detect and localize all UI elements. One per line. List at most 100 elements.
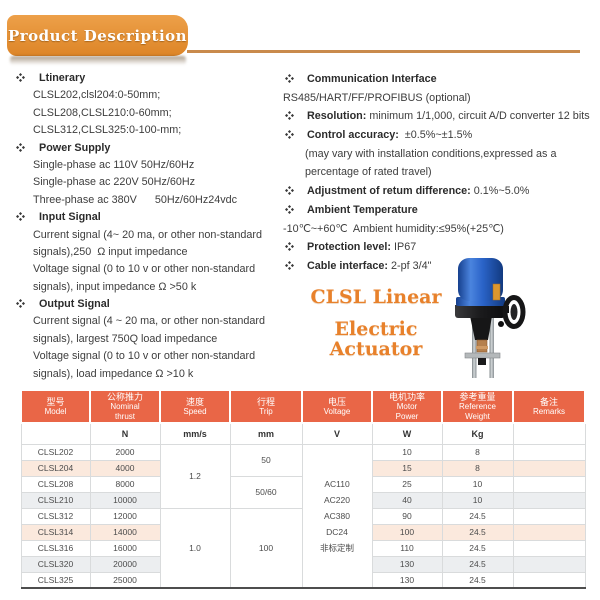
spec-text-line: RS485/HART/FF/PROFIBUS (optional) bbox=[283, 91, 471, 104]
table-row: CLSL316 16000 110 24.5 bbox=[20, 539, 586, 557]
cell-remark bbox=[512, 571, 586, 589]
cell-model: CLSL204 bbox=[20, 459, 91, 477]
spec-heading: Adjustment of retum difference: 0.1%~5.0… bbox=[283, 182, 600, 201]
cell-thrust: 8000 bbox=[89, 475, 161, 493]
cell-model: CLSL312 bbox=[20, 507, 91, 525]
diamond-bullet-icon bbox=[285, 130, 294, 140]
spec-table: 型号 Model 公称推力 Nominal thrust 速度 Speed 行程 Tri… bbox=[20, 389, 586, 589]
column-header-remarks: 备注 Remarks bbox=[512, 389, 586, 424]
spec-heading: Ltinerary bbox=[14, 70, 279, 87]
cell-thrust: 14000 bbox=[89, 523, 161, 541]
actuator-photo bbox=[455, 258, 526, 378]
column-header-power: 电机功率 Motor Power bbox=[371, 389, 443, 424]
spec-text-line: CLSL312,CLSL325:0-100-mm; bbox=[33, 124, 182, 137]
spec-text-line: Voltage signal (0 to 10 v or other non-s… bbox=[33, 263, 256, 276]
banner-shadow bbox=[10, 56, 186, 65]
spec-heading: Ambient Temperature bbox=[283, 201, 600, 220]
spec-text-line: Current signal (4~ 20 ma, or other non-s… bbox=[33, 228, 262, 241]
unit-power: W bbox=[371, 422, 443, 445]
cell-remark bbox=[512, 539, 586, 557]
spec-heading-rest: ±0.5%~±1.5% bbox=[398, 129, 473, 142]
spec-text-line: Single-phase ac 220V 50Hz/60Hz bbox=[33, 176, 196, 189]
cell-remark bbox=[512, 507, 586, 525]
unit-weight: Kg bbox=[441, 422, 514, 445]
spec-heading-label: Power Supply bbox=[39, 141, 111, 154]
cell-thrust: 12000 bbox=[89, 507, 161, 525]
cell-power: 40 bbox=[371, 491, 443, 509]
cell-power: 100 bbox=[371, 523, 443, 541]
cell-weight: 10 bbox=[441, 475, 514, 493]
cell-thrust: 16000 bbox=[89, 539, 161, 557]
cell-model: CLSL202 bbox=[20, 443, 91, 461]
spec-text-line: Single-phase ac 110V 50Hz/60Hz bbox=[33, 158, 195, 171]
cell-weight: 24.5 bbox=[441, 555, 514, 573]
diamond-bullet-icon bbox=[285, 111, 294, 121]
cell-model: CLSL210 bbox=[20, 491, 91, 509]
spec-text-line: percentage of rated travel) bbox=[305, 166, 432, 179]
unit-voltage: V bbox=[301, 422, 373, 445]
cell-speed-group-a: 1.2 bbox=[159, 443, 231, 509]
cell-model: CLSL320 bbox=[20, 555, 91, 573]
diamond-bullet-icon bbox=[285, 204, 294, 214]
spec-heading-label: Resolution: bbox=[307, 110, 367, 123]
spec-text-line: Voltage signal (0 to 10 v or other non-s… bbox=[33, 350, 256, 363]
cell-weight: 24.5 bbox=[441, 507, 514, 525]
column-header-model: 型号 Model bbox=[20, 389, 91, 424]
column-header-weight: 参考重量 Reference Weight bbox=[441, 389, 514, 424]
diamond-bullet-icon bbox=[285, 242, 294, 252]
cell-power: 15 bbox=[371, 459, 443, 477]
spec-heading-rest: minimum 1/1,000, circuit A/D converter 1… bbox=[366, 110, 590, 123]
spec-heading: Communication Interface bbox=[283, 70, 600, 89]
spec-text-line: CLSL202,clsl204:0-50mm; bbox=[33, 89, 161, 102]
spec-heading-label: Output Signal bbox=[39, 298, 110, 311]
cell-thrust: 25000 bbox=[89, 571, 161, 589]
spec-text-line: (may vary with installation conditions,e… bbox=[305, 147, 557, 160]
spec-text-line: -10℃~+60℃ Ambient humidity:≤95%(+25℃) bbox=[283, 222, 504, 235]
diamond-bullet-icon bbox=[16, 73, 25, 82]
cell-weight: 24.5 bbox=[441, 539, 514, 557]
product-description-banner: Product Description bbox=[7, 15, 188, 56]
spec-heading-label: Ambient Temperature bbox=[307, 203, 418, 216]
column-header-speed: 速度 Speed bbox=[159, 389, 231, 424]
spec-text-line: CLSL208,CLSL210:0-60mm; bbox=[33, 106, 172, 119]
cell-remark bbox=[512, 523, 586, 541]
cell-speed-group-b: 1.0 bbox=[159, 507, 231, 589]
spec-heading-label: Cable interface: bbox=[307, 259, 389, 272]
unit-model bbox=[20, 422, 91, 445]
cell-power: 110 bbox=[371, 539, 443, 557]
cell-trip-group-b: 50/60 bbox=[229, 475, 303, 509]
product-title-line-1: CLSL Linear bbox=[310, 286, 442, 308]
spec-heading: Control accuracy: ±0.5%~±1.5% bbox=[283, 126, 600, 145]
cell-power: 130 bbox=[371, 555, 443, 573]
cell-weight: 8 bbox=[441, 459, 514, 477]
spec-heading-label: Ltinerary bbox=[39, 72, 86, 84]
cell-remark bbox=[512, 491, 586, 509]
column-header-trip: 行程 Trip bbox=[229, 389, 303, 424]
spec-text-line: signals), load impedance Ω >10 k bbox=[33, 367, 194, 380]
cell-remark bbox=[512, 475, 586, 493]
cell-power: 90 bbox=[371, 507, 443, 525]
column-header-thrust: 公称推力 Nominal thrust bbox=[89, 389, 161, 424]
cell-trip-group-a: 50 bbox=[229, 443, 303, 477]
spec-text-line: signals), largest 750Q load impedance bbox=[33, 332, 218, 345]
spec-text-line: Current signal (4 ~ 20 ma, or other non-… bbox=[33, 315, 265, 328]
table-row: CLSL202 2000 1.2 50 AC110 AC220 AC380 DC… bbox=[20, 443, 586, 589]
product-title: CLSL Linear Electric Actuator bbox=[285, 287, 467, 359]
cell-power: 10 bbox=[371, 443, 443, 461]
table-row: CLSL210 10000 40 10 bbox=[20, 491, 586, 509]
cell-remark bbox=[512, 555, 586, 573]
spec-heading-label: Adjustment of retum difference: bbox=[307, 185, 471, 198]
spec-text-line: signals), input impedance Ω >50 k bbox=[33, 280, 197, 293]
spec-heading-label: Input Signal bbox=[39, 211, 101, 224]
spec-heading-label: Control accuracy: bbox=[307, 129, 399, 142]
spec-heading: Output Signal bbox=[14, 296, 279, 313]
spec-text-line: signals),250 Ω input impedance bbox=[33, 245, 188, 258]
spec-heading: Resolution: minimum 1/1,000, circuit A/D… bbox=[283, 107, 600, 126]
diamond-bullet-icon bbox=[285, 260, 294, 270]
table-units-row: N mm/s mm V W Kg bbox=[20, 422, 586, 445]
column-header-voltage: 电压 Voltage bbox=[301, 389, 373, 424]
cell-remark bbox=[512, 459, 586, 477]
unit-speed: mm/s bbox=[159, 422, 231, 445]
spec-heading-label: Communication Interface bbox=[307, 73, 437, 85]
